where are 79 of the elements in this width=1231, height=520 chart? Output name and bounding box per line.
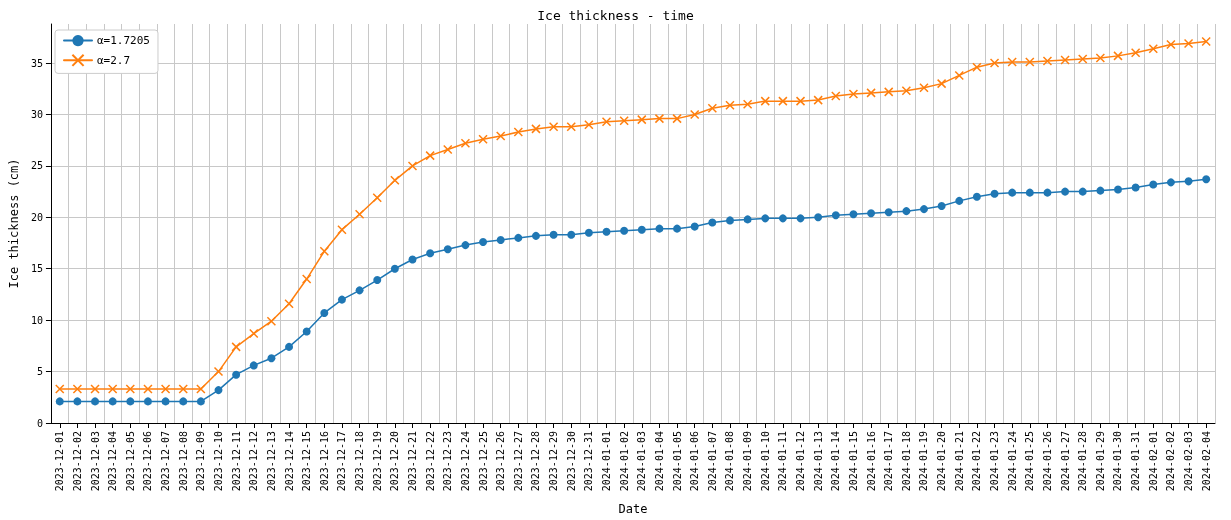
legend-label: α=1.7205 [97, 34, 150, 48]
x-tick-label: 2024-01-02 [618, 431, 630, 492]
x-tick-label: 2024-01-04 [653, 431, 665, 492]
x-tick-label: 2023-12-15 [301, 431, 313, 492]
y-tick-label: 20 [30, 211, 43, 223]
x-tick-label: 2023-12-04 [107, 431, 119, 492]
x-axis-title: Date [618, 502, 648, 516]
y-axis-title: Ice thickness (cm) [7, 158, 21, 289]
x-tick-label: 2024-01-11 [777, 431, 789, 492]
x-tick-label: 2024-01-24 [1006, 431, 1018, 492]
x-tick-label: 2024-01-23 [989, 431, 1001, 492]
x-tick-label: 2024-02-04 [1200, 431, 1212, 492]
x-tick-label: 2024-01-01 [601, 431, 613, 492]
x-tick-label: 2023-12-10 [212, 431, 224, 492]
x-tick-label: 2023-12-02 [71, 431, 83, 492]
x-tick-label: 2023-12-03 [89, 431, 101, 492]
x-tick-label: 2023-12-21 [407, 431, 418, 492]
x-tick-label: 2024-01-25 [1024, 431, 1036, 492]
x-tick-label: 2023-12-18 [354, 431, 366, 492]
x-tick-label: 2023-12-25 [477, 431, 489, 492]
x-tick-label: 2024-01-10 [759, 431, 771, 492]
x-tick-label: 2024-01-26 [1041, 431, 1053, 492]
x-tick-label: 2023-12-12 [248, 431, 260, 492]
y-tick-label: 0 [36, 417, 43, 429]
x-tick-label: 2024-01-19 [918, 431, 930, 492]
x-tick-label: 2024-01-28 [1077, 431, 1089, 492]
y-tick-label: 25 [30, 160, 43, 172]
x-tick-label: 2024-01-12 [795, 431, 807, 492]
chart-title: Ice thickness - time [537, 8, 694, 23]
x-tick-label: 2023-12-16 [318, 431, 330, 492]
x-tick-label: 2023-12-06 [142, 431, 154, 492]
x-tick-label: 2024-01-05 [671, 431, 683, 492]
x-tick-label: 2023-12-13 [265, 431, 277, 492]
x-tick-label: 2024-01-31 [1130, 431, 1142, 492]
x-tick-label: 2024-01-06 [689, 431, 701, 492]
x-tick-label: 2024-01-13 [812, 431, 824, 492]
x-tick-label: 2024-01-07 [706, 431, 718, 492]
x-tick-label: 2024-01-09 [742, 431, 754, 492]
x-tick-label: 2023-12-23 [442, 431, 454, 492]
y-tick-label: 15 [30, 263, 43, 275]
x-tick-label: 2024-01-18 [900, 431, 912, 492]
x-tick-label: 2024-01-20 [936, 431, 948, 492]
x-tick-label: 2024-01-16 [865, 431, 877, 492]
x-tick-label: 2023-12-08 [177, 431, 189, 492]
x-tick-label: 2024-01-30 [1112, 431, 1124, 492]
x-tick-label: 2023-12-09 [195, 431, 207, 492]
x-tick-label: 2023-12-07 [160, 431, 172, 492]
x-tick-label: 2024-01-08 [724, 431, 736, 492]
x-tick-label: 2024-01-21 [953, 431, 965, 492]
legend-label: α=2.7 [97, 53, 131, 67]
x-tick-label: 2023-12-31 [583, 431, 595, 492]
x-tick-label: 2023-12-29 [548, 431, 560, 492]
x-tick-label: 2023-12-01 [54, 431, 66, 492]
x-tick-label: 2024-02-03 [1183, 431, 1195, 492]
x-tick-label: 2023-12-14 [283, 431, 295, 492]
x-tick-label: 2023-12-20 [389, 431, 401, 492]
y-tick-label: 35 [30, 57, 43, 69]
x-tick-label: 2023-12-28 [530, 431, 542, 492]
x-tick-label: 2023-12-05 [124, 431, 136, 492]
x-tick-label: 2024-01-29 [1094, 431, 1106, 492]
x-tick-label: 2023-12-19 [371, 431, 383, 492]
x-tick-label: 2024-01-22 [971, 431, 983, 492]
y-tick-label: 30 [30, 108, 43, 120]
x-tick-label: 2024-01-15 [847, 431, 859, 492]
x-tick-label: 2024-01-03 [636, 431, 648, 492]
x-tick-label: 2024-02-01 [1147, 431, 1159, 492]
y-tick-label: 5 [36, 366, 43, 378]
x-tick-label: 2023-12-30 [565, 431, 577, 492]
x-tick-label: 2024-02-02 [1165, 431, 1177, 492]
x-tick-label: 2023-12-11 [230, 431, 242, 492]
x-tick-label: 2023-12-27 [512, 431, 524, 492]
x-tick-label: 2024-01-27 [1059, 431, 1071, 492]
x-tick-label: 2023-12-24 [459, 431, 471, 492]
y-tick-label: 10 [30, 314, 43, 326]
x-tick-label: 2023-12-26 [495, 431, 507, 492]
x-tick-label: 2024-01-17 [883, 431, 895, 492]
x-tick-label: 2024-01-14 [830, 431, 842, 492]
x-tick-label: 2023-12-22 [424, 431, 436, 492]
x-tick-label: 2023-12-17 [336, 431, 348, 492]
